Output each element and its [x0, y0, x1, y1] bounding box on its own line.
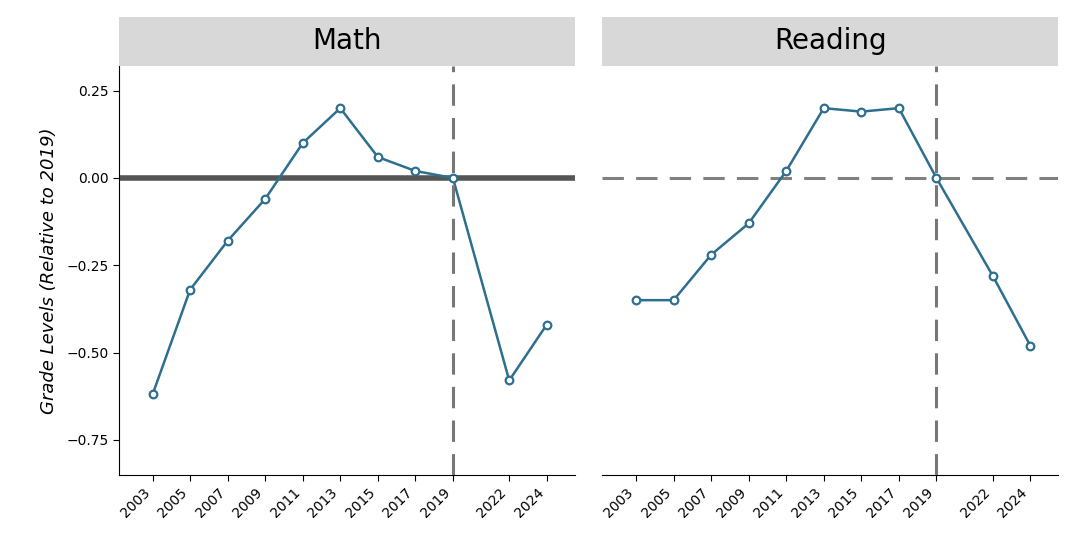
Text: Reading: Reading	[774, 28, 887, 55]
Y-axis label: Grade Levels (Relative to 2019): Grade Levels (Relative to 2019)	[40, 127, 58, 414]
Text: Math: Math	[312, 28, 381, 55]
